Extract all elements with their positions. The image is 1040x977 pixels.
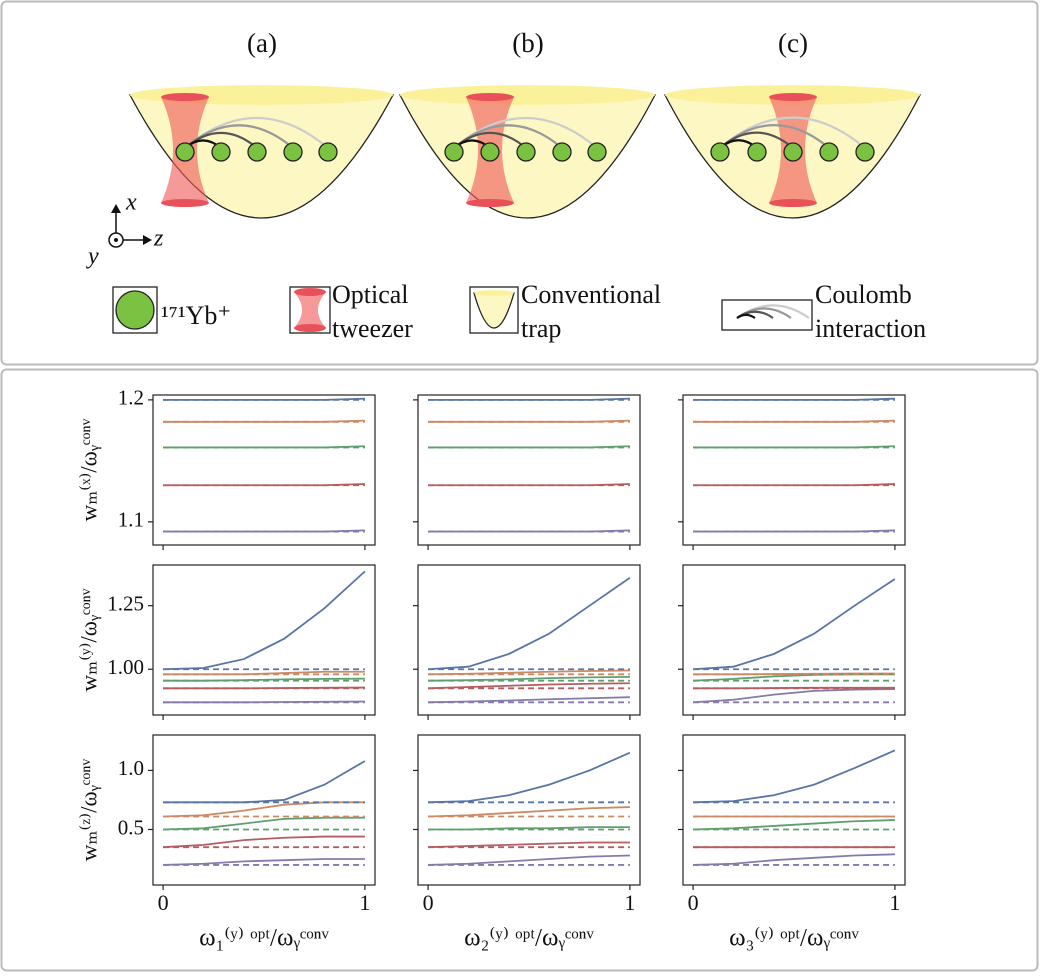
- ion: [517, 143, 535, 161]
- ion: [212, 143, 230, 161]
- y-axis-label: wₘ⁽ʸ⁾/ωᵧᶜᵒⁿᵛ: [76, 588, 102, 691]
- panel-label: (c): [778, 28, 808, 58]
- line: [693, 820, 895, 829]
- legend-tweezer: tweezer: [332, 314, 413, 343]
- trap-panel: [400, 85, 655, 218]
- arrow-head: [111, 204, 121, 213]
- legend-tweezer: Optical: [332, 280, 409, 309]
- line: [428, 578, 630, 670]
- tweezer-cap: [769, 199, 817, 207]
- ion: [553, 143, 571, 161]
- panel-label: (a): [247, 28, 277, 58]
- axes-frame: [683, 735, 905, 885]
- ion: [319, 143, 337, 161]
- x-tick-label: 1: [889, 890, 900, 915]
- ion: [711, 143, 729, 161]
- legend-ion: ¹⁷¹Yb⁺: [161, 301, 231, 330]
- x-tick-label: 1: [624, 890, 635, 915]
- axis-z: z: [153, 226, 164, 252]
- axes-frame: [418, 735, 640, 885]
- subplot: [678, 565, 905, 720]
- subplot: 1.1 1.2 wₘ⁽ˣ⁾/ωᵧᶜᵒⁿᵛ: [76, 386, 375, 550]
- panel-label: (b): [512, 28, 543, 58]
- ion: [284, 143, 302, 161]
- tweezer-cap: [294, 324, 326, 332]
- ion: [856, 143, 874, 161]
- ion: [248, 143, 266, 161]
- y-axis-label: wₘ⁽ˣ⁾/ωᵧᶜᵒⁿᵛ: [76, 418, 102, 521]
- ion: [820, 143, 838, 161]
- tweezer-cap: [161, 93, 209, 101]
- line: [693, 579, 895, 669]
- x-tick-label: 0: [423, 890, 434, 915]
- tweezer-cap: [466, 93, 514, 101]
- line: [163, 818, 365, 830]
- ion: [784, 143, 802, 161]
- y-tick-label: 1.2: [118, 386, 144, 410]
- subplot: 0 1 ω₃⁽ʸ⁾ ᵒᵖᵗ/ωᵧᶜᵒⁿᵛ: [678, 735, 905, 952]
- line: [428, 753, 630, 803]
- legend-ion: [116, 291, 154, 329]
- ion: [748, 143, 766, 161]
- ion: [588, 143, 606, 161]
- legend-coulomb: Coulomb: [815, 280, 912, 309]
- subplot: [413, 565, 640, 720]
- ion: [481, 143, 499, 161]
- tweezer-cap: [294, 288, 326, 296]
- y-tick-label: 1.00: [107, 655, 144, 679]
- axes-frame: [153, 565, 375, 715]
- ion: [176, 143, 194, 161]
- y-axis-label: wₘ⁽ᶻ⁾/ωᵧᶜᵒⁿᵛ: [76, 759, 102, 862]
- line: [163, 802, 365, 816]
- subplot: [413, 395, 640, 550]
- axes-frame: [153, 395, 375, 545]
- trap-panel: [665, 85, 920, 218]
- x-tick-label: 0: [158, 890, 169, 915]
- x-axis-label: ω₂⁽ʸ⁾ ᵒᵖᵗ/ωᵧᶜᵒⁿᵛ: [464, 925, 594, 952]
- axis-y: y: [86, 244, 99, 270]
- line: [163, 837, 365, 848]
- line: [428, 807, 630, 816]
- arrow-head: [143, 235, 152, 245]
- x-tick-label: 1: [359, 890, 370, 915]
- line: [693, 854, 895, 865]
- axis-dot: [114, 238, 118, 242]
- figure: (a) (b) (c) x z y ¹⁷¹Yb⁺ Optical tweezer…: [0, 0, 1040, 972]
- line: [693, 674, 895, 680]
- x-tick-label: 0: [688, 890, 699, 915]
- y-tick-label: 1.1: [118, 508, 144, 532]
- y-tick-label: 1.0: [118, 756, 144, 780]
- line: [693, 689, 895, 702]
- subplot: [678, 395, 905, 550]
- tweezer-cap: [161, 199, 209, 207]
- trap-panel: [130, 85, 393, 218]
- x-axis-label: ω₁⁽ʸ⁾ ᵒᵖᵗ/ωᵧᶜᵒⁿᵛ: [199, 925, 329, 952]
- ion: [445, 143, 463, 161]
- legend-trap: trap: [521, 314, 561, 343]
- axes-frame: [153, 735, 375, 885]
- line: [163, 571, 365, 669]
- trap-rim: [474, 290, 514, 296]
- legend-coulomb: interaction: [815, 314, 926, 343]
- axis-x: x: [125, 190, 137, 216]
- tweezer-cap: [466, 199, 514, 207]
- legend-trap: Conventional: [521, 280, 661, 309]
- tweezer-cap: [769, 93, 817, 101]
- y-tick-label: 1.25: [107, 591, 144, 615]
- line: [428, 855, 630, 864]
- line: [693, 750, 895, 802]
- subplot: 0.5 1.0 0 1 wₘ⁽ᶻ⁾/ωᵧᶜᵒⁿᵛ ω₁⁽ʸ⁾ ᵒᵖᵗ/ωᵧᶜᵒⁿᵛ: [76, 735, 375, 952]
- axes-frame: [418, 565, 640, 715]
- y-tick-label: 0.5: [118, 815, 144, 839]
- line: [163, 761, 365, 802]
- x-axis-label: ω₃⁽ʸ⁾ ᵒᵖᵗ/ωᵧᶜᵒⁿᵛ: [729, 925, 859, 952]
- subplot: 0 1 ω₂⁽ʸ⁾ ᵒᵖᵗ/ωᵧᶜᵒⁿᵛ: [413, 735, 640, 952]
- trap-rim: [400, 85, 655, 105]
- axes-frame: [683, 395, 905, 545]
- axes-frame: [418, 395, 640, 545]
